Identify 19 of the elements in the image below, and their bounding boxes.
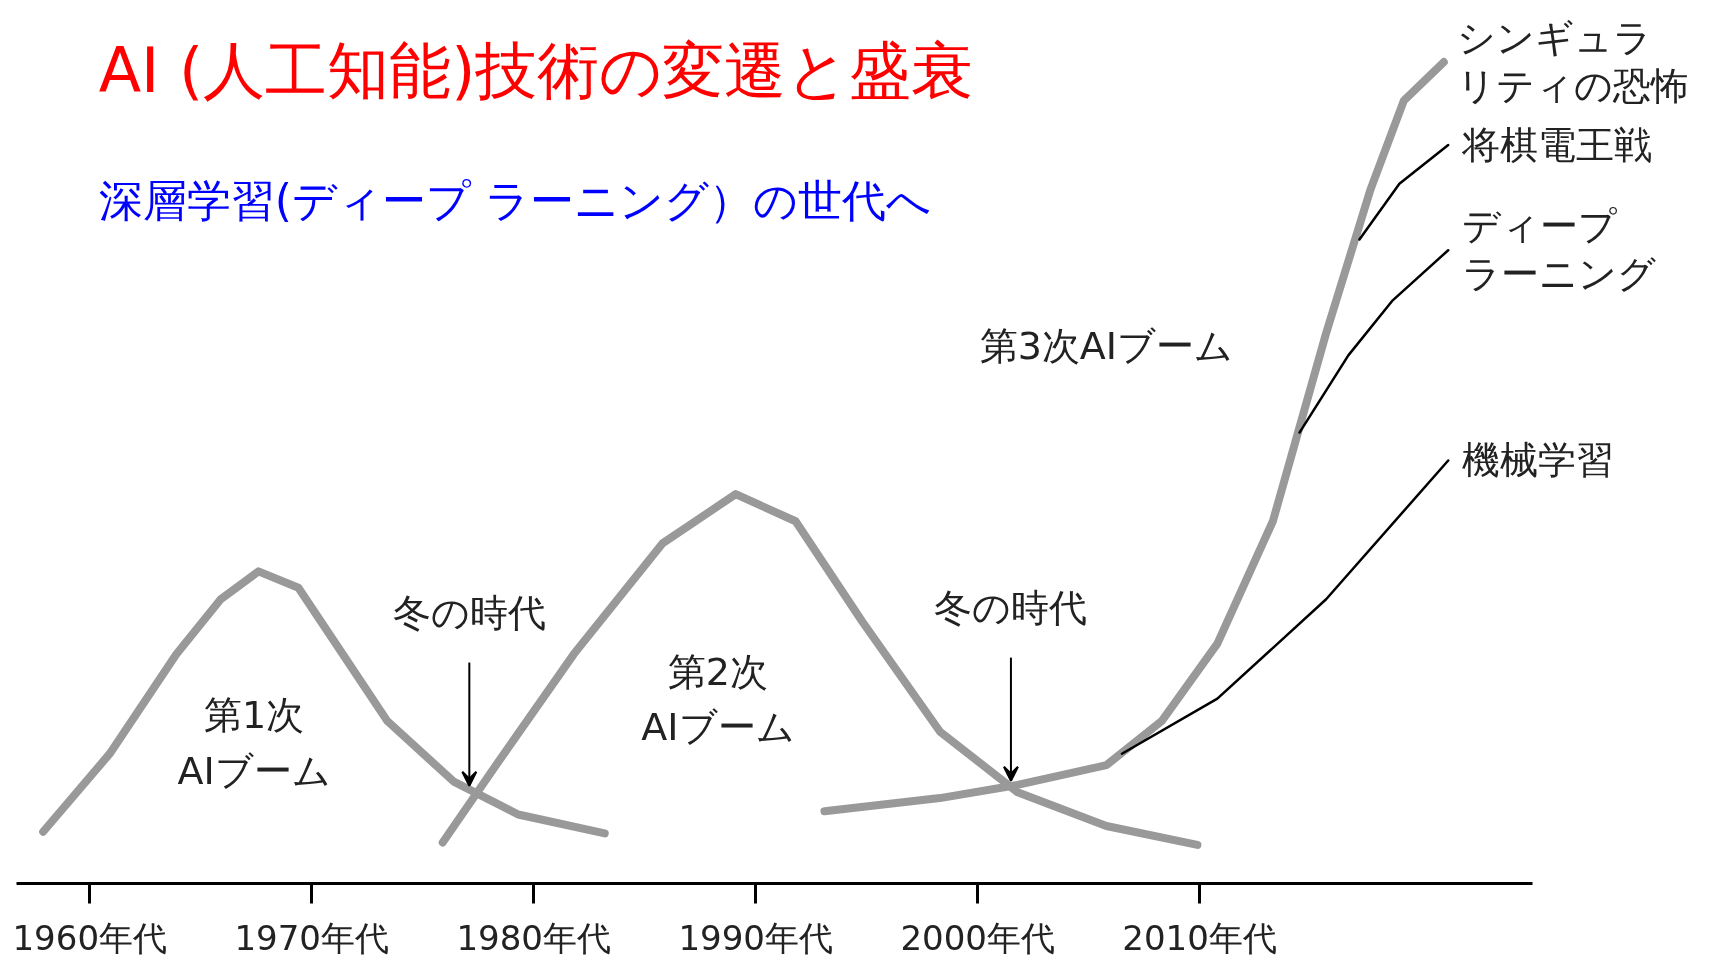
series-label: ディープラーニング	[1461, 204, 1656, 297]
annotation: AIブーム	[641, 705, 795, 750]
annotation: AIブーム	[177, 748, 331, 793]
annotation: 第1次	[203, 693, 305, 738]
x-tick-label: 1970年代	[234, 917, 389, 958]
text: 深層学習(ディープ ラーニング）の世代へ	[98, 175, 931, 227]
series-label: 将棋電王戦	[1460, 123, 1652, 168]
annotation: 第3次AIブーム	[979, 324, 1234, 369]
x-tick-label: 1960年代	[12, 917, 168, 958]
x-tick-label: 2000年代	[900, 917, 1055, 958]
x-tick-label: 1990年代	[678, 917, 833, 958]
series-label: シンギュラリティの恐怖	[1457, 15, 1690, 109]
x-tick-label: 1980年代	[456, 917, 611, 958]
annotation: 冬の時代	[392, 591, 546, 636]
chart-title: AI (人工知能)技術の変遷と盛衰	[98, 34, 974, 108]
annotation: 冬の時代	[934, 586, 1088, 631]
annotation: 第2次	[667, 649, 769, 694]
series-label: 機械学習	[1461, 438, 1614, 483]
x-tick-label: 2010年代	[1122, 917, 1277, 958]
